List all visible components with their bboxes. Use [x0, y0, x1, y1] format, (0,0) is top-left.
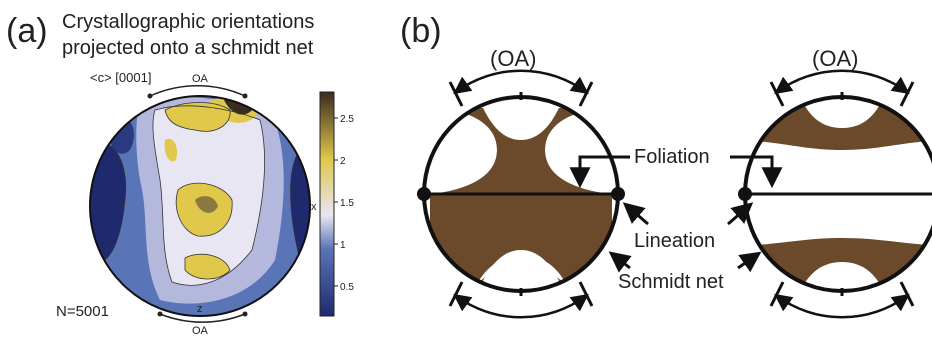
oa-bottom-arc-end-right — [242, 311, 248, 317]
panel-b-letter: (b) — [400, 12, 442, 50]
lineation-label: Lineation — [634, 230, 715, 252]
foliation-label: Foliation — [634, 146, 710, 168]
right-oa-bottom-arrow — [774, 293, 910, 319]
oa-top-label: OA — [192, 73, 209, 85]
colorbar-tick-label: 0.5 — [340, 282, 354, 293]
right-lineation-dot — [738, 187, 752, 201]
colorbar-tick-label: 1 — [340, 240, 346, 251]
c-axis-label: <c> [0001] — [90, 70, 151, 85]
right-top-cap — [800, 97, 884, 128]
right-oa-top-tick-l — [769, 81, 785, 107]
left-girdle-x — [430, 108, 612, 291]
right-oa-top-tick-r — [899, 81, 915, 107]
colorbar-ticks: 2.5 2 1.5 1 0.5 — [334, 114, 354, 293]
left-oa-bottom-arrow — [453, 293, 589, 319]
oa-top-arc-end-right — [242, 93, 248, 99]
schmidt-leader-right — [737, 251, 762, 273]
left-lineation-dot-right — [611, 187, 625, 201]
colorbar-tick-label: 1.5 — [340, 198, 354, 209]
n-label: N=5001 — [56, 303, 109, 320]
oa-top-arc-end-left — [147, 93, 153, 99]
left-oa-top-tick-r — [578, 81, 594, 107]
colorbar-tick-label: 2 — [340, 156, 346, 167]
pole-figure-border — [89, 95, 311, 317]
oa-bottom-label: OA — [192, 325, 209, 337]
right-oa-label: (OA) — [812, 46, 858, 71]
oa-bottom-arc — [159, 313, 246, 323]
left-lineation-dot-left — [417, 187, 431, 201]
schmidt-net-right: (OA) — [738, 46, 932, 319]
left-oa-label: (OA) — [490, 46, 536, 71]
colorbar: 2.5 2 1.5 1 0.5 — [319, 91, 354, 317]
colorbar-bar — [319, 91, 335, 317]
lineation-leader-left — [622, 202, 649, 226]
schmidt-leader-left — [608, 251, 632, 273]
panel-b: (b) (OA) — [400, 12, 932, 319]
right-bottom-cap — [800, 262, 884, 291]
left-bottom-cap — [478, 250, 564, 291]
left-oa-top-arrow — [453, 69, 589, 95]
foliation-leader-left — [569, 155, 630, 189]
schmidt-net-label: Schmidt net — [618, 271, 724, 293]
right-oa-bottom-tick-r — [899, 281, 915, 307]
lineation-leader-right — [727, 202, 754, 226]
foliation-leader-right — [730, 155, 783, 189]
left-oa-bottom-tick-r — [578, 281, 594, 307]
panel-a-letter: (a) — [6, 12, 48, 50]
oa-bottom-arc-end-left — [157, 311, 163, 317]
schmidt-net-left: (OA) — [417, 46, 625, 319]
z-axis-label: z — [197, 303, 203, 315]
colorbar-tick-label: 2.5 — [340, 114, 354, 125]
panel-a-title-line2: projected onto a schmidt net — [62, 37, 314, 59]
panel-a-title-line1: Crystallographic orientations — [62, 11, 314, 33]
oa-top-arc — [149, 85, 246, 97]
left-top-cap — [478, 97, 564, 140]
left-oa-top-tick-l — [448, 81, 464, 107]
right-oa-top-arrow — [774, 69, 910, 95]
panel-a: (a) Crystallographic orientations projec… — [6, 11, 354, 337]
left-oa-bottom-tick-l — [448, 281, 464, 307]
right-oa-bottom-tick-l — [769, 281, 785, 307]
x-axis-label: x — [311, 201, 317, 213]
